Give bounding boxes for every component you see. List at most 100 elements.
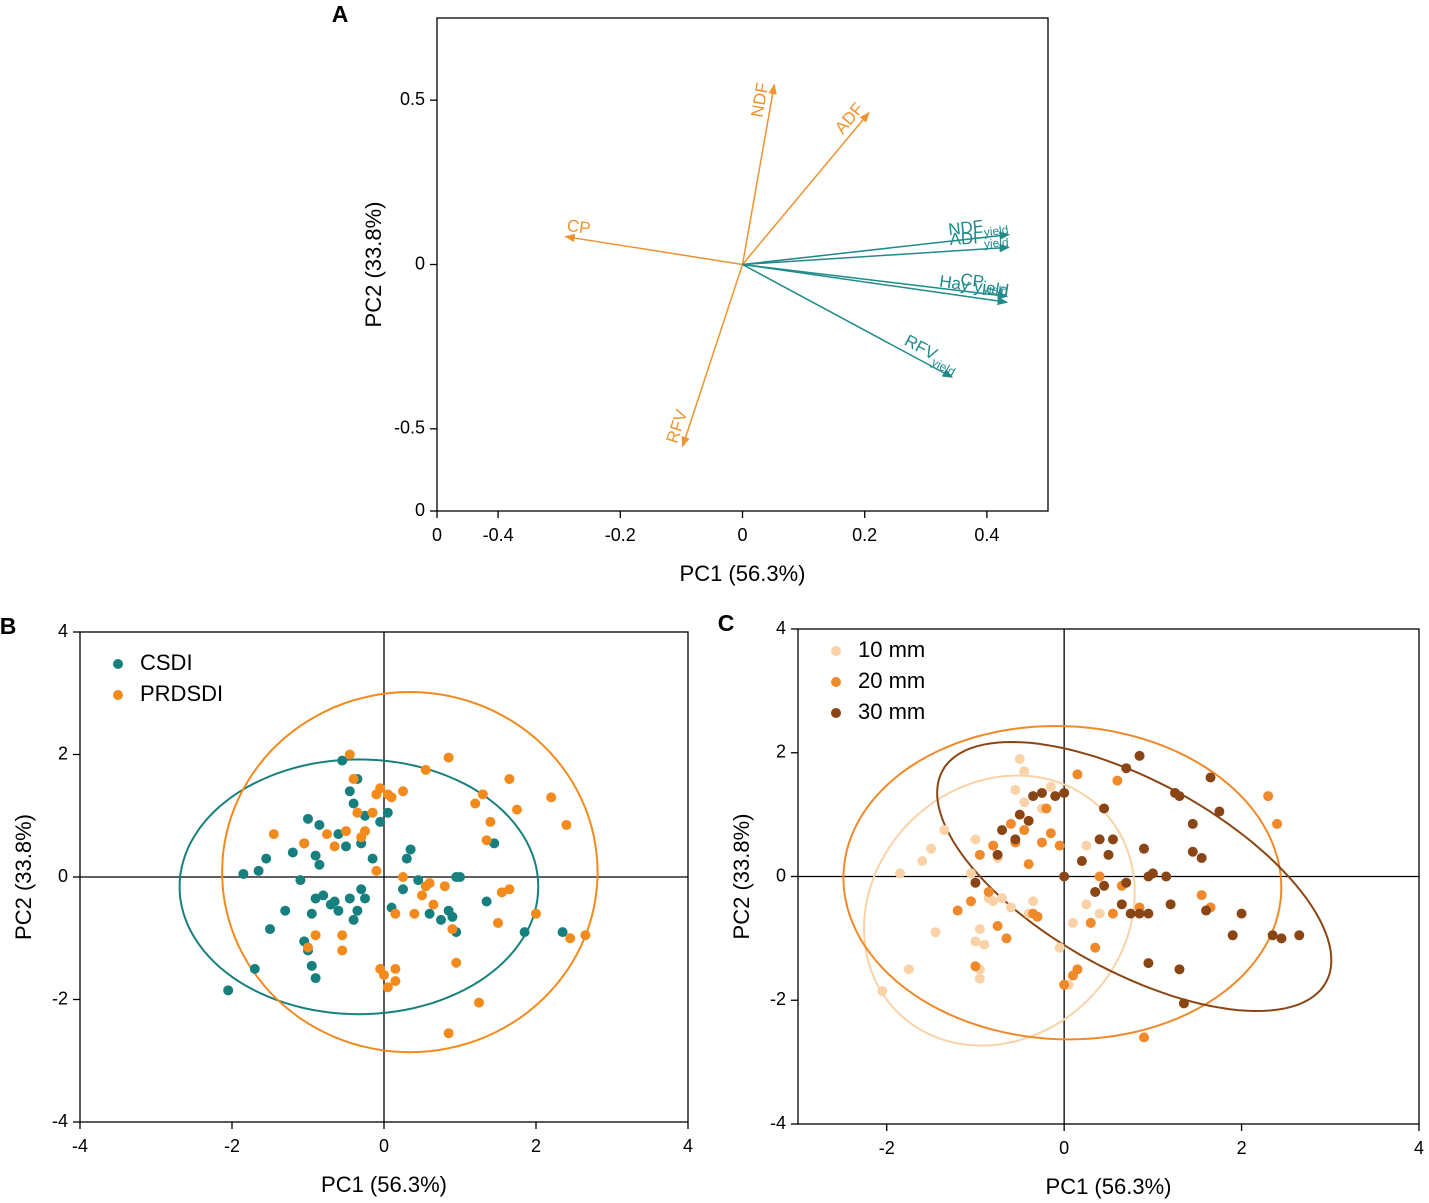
data-point: [1121, 763, 1132, 774]
data-point: [974, 924, 985, 935]
x-axis-label: PC1 (56.3%): [321, 1172, 447, 1197]
data-point: [455, 872, 465, 882]
data-point: [1227, 930, 1238, 941]
data-point: [360, 826, 370, 837]
data-point: [447, 924, 458, 935]
data-point: [348, 914, 359, 925]
data-point: [979, 939, 990, 950]
data-point: [1187, 818, 1198, 829]
data-point: [1214, 806, 1225, 817]
x-tick-label: 4: [1414, 1138, 1424, 1158]
data-point: [223, 985, 234, 996]
data-point: [1201, 905, 1212, 916]
data-point: [1028, 896, 1039, 907]
vector-name: ADF: [831, 100, 867, 138]
x-tick-label: 0: [1059, 1138, 1069, 1158]
x-tick-label: 2: [531, 1136, 541, 1156]
data-point: [1081, 899, 1092, 910]
data-point: [1085, 917, 1096, 928]
data-point: [1138, 843, 1149, 854]
data-point: [360, 893, 370, 904]
y-axis-label: PC2 (33.8%): [729, 814, 754, 940]
x-tick-label: -0.4: [483, 525, 514, 545]
data-point: [428, 899, 439, 910]
loading-vector: [742, 263, 1009, 300]
confidence-ellipse: [178, 758, 540, 1016]
data-point: [970, 834, 981, 845]
data-point: [436, 914, 446, 925]
data-point: [382, 807, 393, 818]
vector-name: CP: [959, 270, 985, 292]
data-point: [299, 838, 310, 849]
data-point: [1076, 856, 1087, 867]
vector-label: Hay yield: [938, 272, 1010, 301]
y-tick-label: -2: [770, 989, 786, 1009]
vector-subscript: yield: [929, 355, 957, 379]
data-point: [310, 850, 321, 861]
data-point: [1187, 846, 1198, 857]
data-point: [337, 945, 348, 956]
data-point: [1272, 818, 1283, 829]
data-point: [443, 752, 454, 763]
data-point: [1010, 834, 1021, 845]
x-tick-label: -4: [72, 1136, 88, 1156]
data-point: [1001, 933, 1012, 944]
panel-label: B: [0, 613, 16, 639]
data-point: [974, 973, 985, 984]
data-point: [356, 884, 367, 895]
data-point: [1107, 834, 1118, 845]
data-point: [329, 841, 340, 852]
data-point: [1267, 930, 1278, 941]
data-point: [504, 774, 515, 784]
data-point: [261, 853, 272, 864]
data-point: [1161, 871, 1172, 882]
data-point: [1045, 781, 1056, 792]
data-point: [939, 825, 950, 836]
data-point: [1019, 825, 1030, 836]
data-point: [401, 853, 412, 864]
vector-label: ADF: [831, 100, 867, 138]
data-point: [965, 868, 976, 879]
vector-subscript: yield: [983, 223, 1009, 240]
vector-name: Hay yield: [938, 272, 1010, 301]
loading-vector: [742, 263, 953, 378]
data-point: [1014, 753, 1025, 764]
data-point: [1174, 964, 1185, 975]
x-tick-label: 0: [432, 525, 442, 545]
data-point: [413, 875, 424, 886]
data-point: [280, 905, 291, 916]
x-tick-label: 0.4: [974, 525, 999, 545]
data-point: [1099, 880, 1110, 891]
data-point: [268, 829, 279, 840]
data-point: [367, 807, 378, 818]
vector-name: CP: [566, 216, 592, 238]
x-tick-label: 0.2: [852, 525, 877, 545]
data-point: [489, 838, 500, 849]
data-point: [1196, 890, 1207, 901]
x-axis-label: PC1 (56.3%): [680, 561, 806, 586]
data-point: [405, 844, 416, 855]
data-point: [1019, 797, 1030, 808]
data-point: [265, 924, 275, 935]
data-point: [1147, 868, 1158, 879]
data-point: [519, 927, 530, 938]
legend-marker: [831, 708, 841, 718]
x-tick-label: 4: [683, 1136, 693, 1156]
data-point: [1054, 942, 1065, 953]
data-point: [1205, 772, 1216, 783]
legend-label: 10 mm: [858, 637, 925, 662]
data-point: [390, 908, 401, 919]
data-point: [988, 840, 999, 851]
data-point: [1072, 964, 1083, 975]
data-point: [1081, 840, 1092, 851]
data-point: [253, 865, 264, 876]
vector-subscript: yield: [984, 236, 1010, 252]
x-tick-label: 2: [1237, 1138, 1247, 1158]
data-point: [470, 798, 481, 809]
legend-marker: [831, 677, 841, 687]
x-tick-label: 0: [379, 1136, 389, 1156]
data-point: [1050, 791, 1061, 802]
data-point: [580, 930, 591, 941]
data-point: [424, 878, 435, 889]
y-axis-label: PC2 (33.8%): [361, 202, 386, 328]
